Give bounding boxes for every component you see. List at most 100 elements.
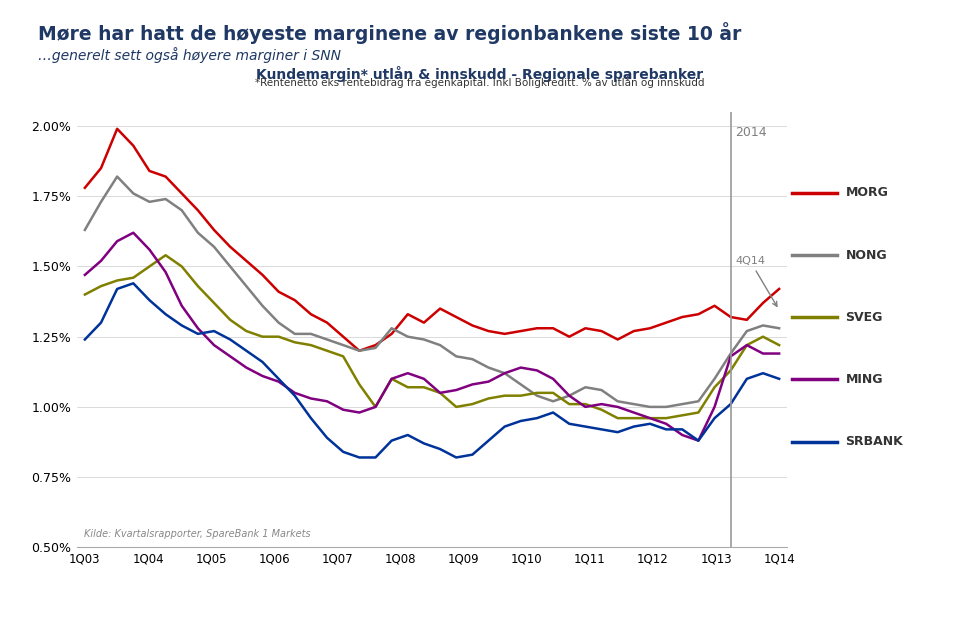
MING <box>483 378 494 386</box>
MING <box>644 414 656 422</box>
SRBANK <box>499 423 511 430</box>
MING <box>450 386 462 394</box>
MORG <box>176 190 187 197</box>
MING <box>434 389 445 397</box>
MORG <box>434 305 445 312</box>
MING <box>176 302 187 310</box>
MORG <box>338 333 349 340</box>
MING <box>774 350 785 357</box>
NONG <box>225 262 236 270</box>
MORG <box>144 167 156 175</box>
SVEG <box>580 401 591 408</box>
SRBANK <box>338 448 349 455</box>
MING <box>144 246 156 253</box>
MORG <box>386 330 397 338</box>
SRBANK <box>774 375 785 383</box>
SVEG <box>128 274 139 281</box>
MORG <box>370 341 381 349</box>
SRBANK <box>725 401 736 408</box>
MING <box>322 397 333 405</box>
SVEG <box>322 347 333 355</box>
MORG <box>531 325 542 332</box>
MING <box>289 389 300 397</box>
NONG <box>677 401 688 408</box>
SRBANK <box>564 420 575 427</box>
SVEG <box>677 412 688 419</box>
SRBANK <box>419 440 430 447</box>
SVEG <box>273 333 284 340</box>
SVEG <box>660 414 672 422</box>
SVEG <box>95 282 107 290</box>
MING <box>128 229 139 236</box>
NONG <box>111 173 123 180</box>
MING <box>499 369 511 377</box>
NONG <box>176 207 187 214</box>
MING <box>628 409 639 416</box>
SVEG <box>370 403 381 411</box>
NONG <box>79 226 90 234</box>
MING <box>677 431 688 439</box>
MING <box>757 350 769 357</box>
Text: Kundemargin* utlån & innskudd - Regionale sparebanker: Kundemargin* utlån & innskudd - Regional… <box>256 66 704 82</box>
NONG <box>386 325 397 332</box>
SRBANK <box>547 409 559 416</box>
MORG <box>353 347 365 355</box>
SRBANK <box>79 336 90 343</box>
SRBANK <box>256 358 268 366</box>
NONG <box>708 375 720 383</box>
MORG <box>612 336 623 343</box>
NONG <box>660 403 672 411</box>
NONG <box>402 333 414 340</box>
Line: MING: MING <box>84 233 780 440</box>
SVEG <box>467 401 478 408</box>
Text: 4Q14: 4Q14 <box>735 256 777 306</box>
SVEG <box>596 406 608 414</box>
NONG <box>241 282 252 290</box>
MORG <box>159 173 171 180</box>
SRBANK <box>467 451 478 458</box>
SRBANK <box>434 445 445 453</box>
MING <box>725 353 736 360</box>
NONG <box>450 353 462 360</box>
NONG <box>725 350 736 357</box>
NONG <box>467 355 478 363</box>
Text: MING: MING <box>846 373 883 386</box>
SRBANK <box>644 420 656 427</box>
MING <box>564 392 575 399</box>
SRBANK <box>128 279 139 287</box>
MING <box>305 395 317 402</box>
SRBANK <box>450 453 462 461</box>
MORG <box>128 142 139 149</box>
SVEG <box>225 316 236 323</box>
NONG <box>564 392 575 399</box>
SRBANK <box>95 319 107 327</box>
NONG <box>483 364 494 371</box>
SVEG <box>402 384 414 391</box>
MORG <box>564 333 575 340</box>
SVEG <box>692 409 704 416</box>
MING <box>95 257 107 264</box>
MING <box>208 341 220 349</box>
MING <box>370 403 381 411</box>
SVEG <box>644 414 656 422</box>
NONG <box>353 347 365 355</box>
SVEG <box>305 341 317 349</box>
Line: NONG: NONG <box>84 177 780 407</box>
SRBANK <box>176 322 187 329</box>
NONG <box>531 392 542 399</box>
MORG <box>208 226 220 234</box>
NONG <box>273 319 284 327</box>
Line: SVEG: SVEG <box>84 255 780 418</box>
Text: 14: 14 <box>19 597 36 611</box>
MORG <box>402 310 414 318</box>
SVEG <box>208 299 220 307</box>
SVEG <box>774 341 785 349</box>
MORG <box>725 313 736 321</box>
SRBANK <box>660 425 672 433</box>
MORG <box>499 330 511 338</box>
SRBANK <box>483 437 494 444</box>
Line: MORG: MORG <box>84 129 780 351</box>
MORG <box>192 207 204 214</box>
MORG <box>547 325 559 332</box>
MORG <box>289 297 300 304</box>
